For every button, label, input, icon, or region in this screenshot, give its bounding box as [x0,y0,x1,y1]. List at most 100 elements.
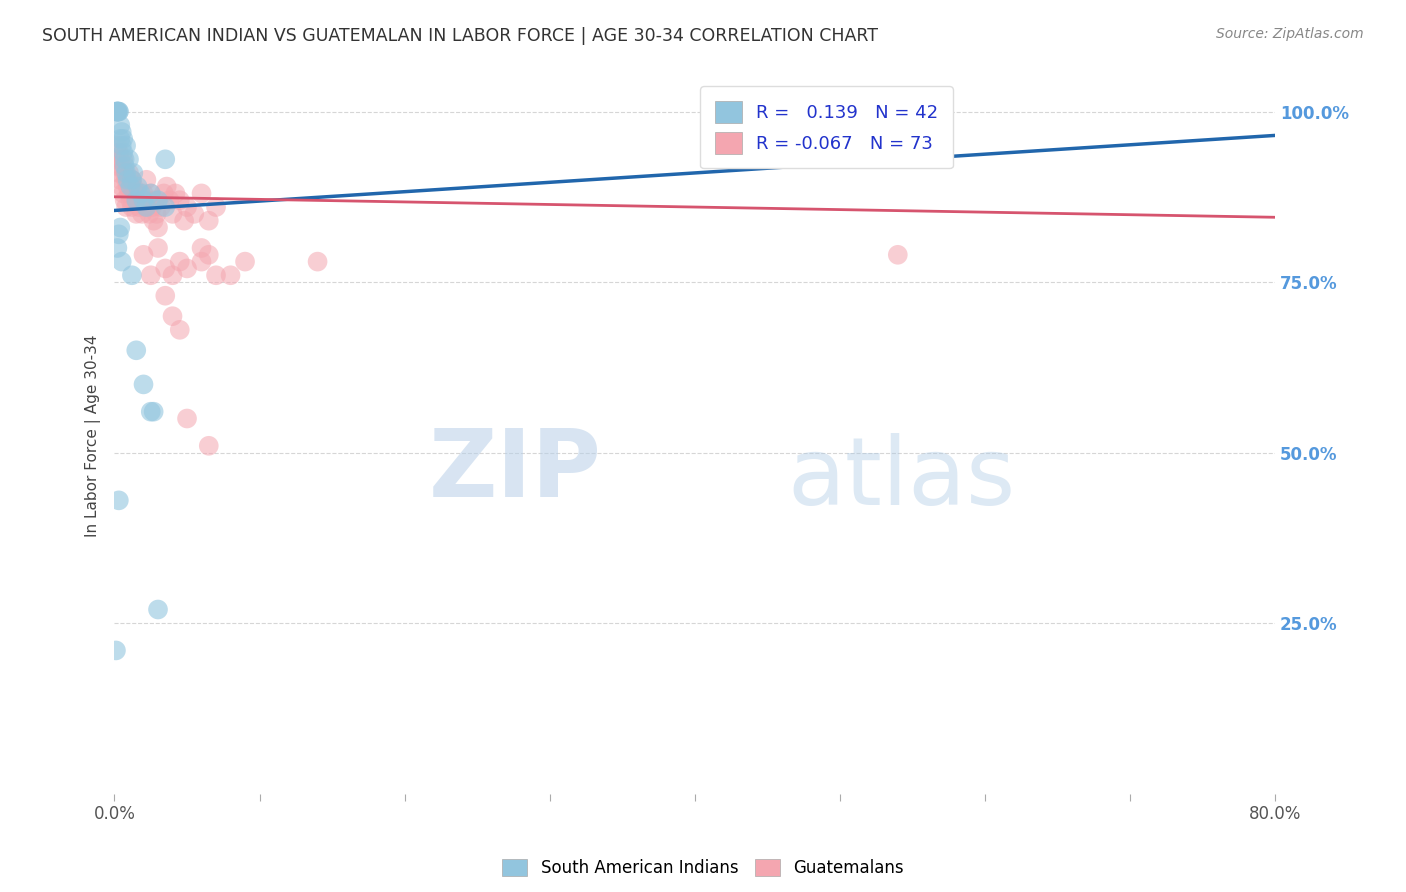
Point [110,220,132,235]
Point [142,213,165,227]
Point [135,173,157,187]
Point [122,179,145,194]
Point [125,193,148,207]
Point [159,193,181,207]
Point [146,193,169,207]
Point [125,193,148,207]
Point [307,254,329,268]
Point [190,254,212,268]
Point [162,268,184,283]
Point [111,179,134,194]
Point [104,153,127,167]
Point [105,104,128,119]
Point [108,104,131,119]
Point [233,254,256,268]
Point [153,186,176,201]
Point [129,186,152,201]
Point [142,405,165,419]
Point [176,411,198,425]
Legend: South American Indians, Guatemalans: South American Indians, Guatemalans [495,852,911,884]
Point [117,179,139,194]
Point [135,200,157,214]
Point [146,241,169,255]
Point [205,268,228,283]
Point [118,186,141,201]
Point [141,200,163,214]
Point [104,643,127,657]
Point [105,138,128,153]
Point [115,166,138,180]
Point [132,193,155,207]
Point [197,213,219,227]
Point [111,159,134,173]
Point [162,309,184,323]
Point [108,493,131,508]
Point [139,405,162,419]
Point [173,213,195,227]
Point [169,323,191,337]
Point [120,193,142,207]
Point [138,207,160,221]
Point [129,193,152,207]
Point [134,200,156,214]
Point [112,145,135,160]
Point [120,179,142,194]
Y-axis label: In Labor Force | Age 30-34: In Labor Force | Age 30-34 [86,334,101,537]
Point [125,207,148,221]
Point [108,104,131,119]
Point [197,248,219,262]
Point [132,186,155,201]
Point [121,173,143,187]
Point [165,186,187,201]
Point [111,138,134,153]
Point [183,207,205,221]
Point [121,173,143,187]
Point [114,159,136,173]
Point [132,377,155,392]
Point [131,207,153,221]
Point [127,186,149,201]
Point [145,207,167,221]
Point [124,186,146,201]
Point [108,145,131,160]
Point [118,153,141,167]
Text: Source: ZipAtlas.com: Source: ZipAtlas.com [1216,27,1364,41]
Point [121,200,143,214]
Point [114,166,136,180]
Point [132,248,155,262]
Point [111,254,134,268]
Point [104,104,127,119]
Point [117,173,139,187]
Point [115,173,138,187]
Point [169,193,191,207]
Point [143,193,166,207]
Point [110,132,132,146]
Point [155,289,177,303]
Point [125,343,148,358]
Point [176,261,198,276]
Point [118,166,141,180]
Text: SOUTH AMERICAN INDIAN VS GUATEMALAN IN LABOR FORCE | AGE 30-34 CORRELATION CHART: SOUTH AMERICAN INDIAN VS GUATEMALAN IN L… [42,27,879,45]
Point [176,200,198,214]
Point [149,200,172,214]
Point [121,268,143,283]
Point [105,104,128,119]
Text: ZIP: ZIP [429,425,602,517]
Text: atlas: atlas [787,433,1015,524]
Point [139,186,162,201]
Point [146,602,169,616]
Point [155,261,177,276]
Point [887,248,910,262]
Point [105,241,128,255]
Point [115,200,138,214]
Point [219,268,242,283]
Point [105,104,128,119]
Point [190,241,212,255]
Point [155,200,177,214]
Point [110,118,132,132]
Point [108,166,131,180]
Point [127,179,149,194]
Point [112,186,135,201]
Point [110,153,132,167]
Point [114,193,136,207]
